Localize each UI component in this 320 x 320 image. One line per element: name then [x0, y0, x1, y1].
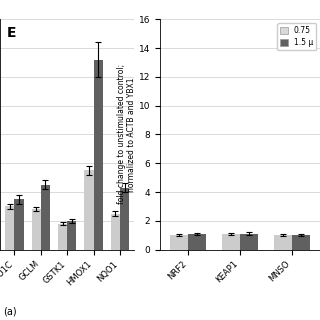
- Text: E: E: [7, 26, 16, 40]
- Bar: [111, 214, 120, 250]
- Bar: [14, 199, 24, 250]
- Bar: [292, 235, 310, 250]
- Bar: [274, 235, 292, 250]
- Bar: [5, 206, 14, 250]
- Bar: [188, 234, 206, 250]
- Text: (a): (a): [3, 307, 17, 317]
- Bar: [120, 188, 129, 250]
- Y-axis label: fold change to unstimulated control;
normalized to ACTB and YBX1: fold change to unstimulated control; nor…: [116, 64, 136, 204]
- Bar: [67, 221, 76, 250]
- Bar: [240, 234, 258, 250]
- Bar: [222, 234, 240, 250]
- Bar: [32, 209, 41, 250]
- Bar: [170, 235, 188, 250]
- Bar: [84, 170, 93, 250]
- Bar: [93, 60, 103, 250]
- Legend: 0.75, 1.5 μ: 0.75, 1.5 μ: [277, 23, 316, 50]
- Bar: [58, 224, 67, 250]
- Bar: [41, 185, 50, 250]
